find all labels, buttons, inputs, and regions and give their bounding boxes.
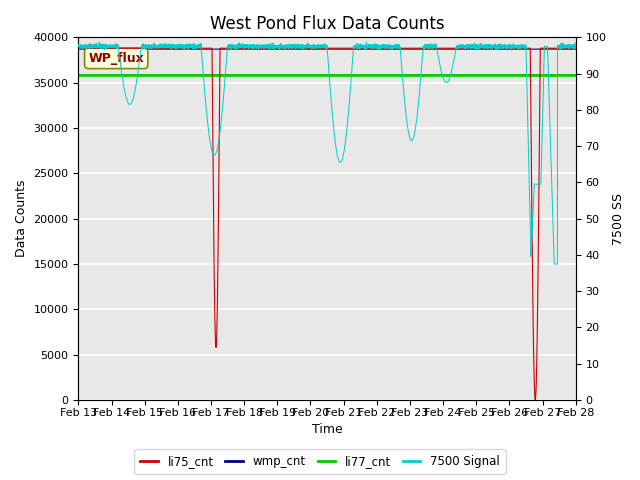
Title: West Pond Flux Data Counts: West Pond Flux Data Counts (210, 15, 444, 33)
X-axis label: Time: Time (312, 423, 342, 436)
Text: WP_flux: WP_flux (88, 52, 144, 65)
Y-axis label: Data Counts: Data Counts (15, 180, 28, 257)
Legend: li75_cnt, wmp_cnt, li77_cnt, 7500 Signal: li75_cnt, wmp_cnt, li77_cnt, 7500 Signal (134, 449, 506, 474)
Y-axis label: 7500 SS: 7500 SS (612, 192, 625, 245)
